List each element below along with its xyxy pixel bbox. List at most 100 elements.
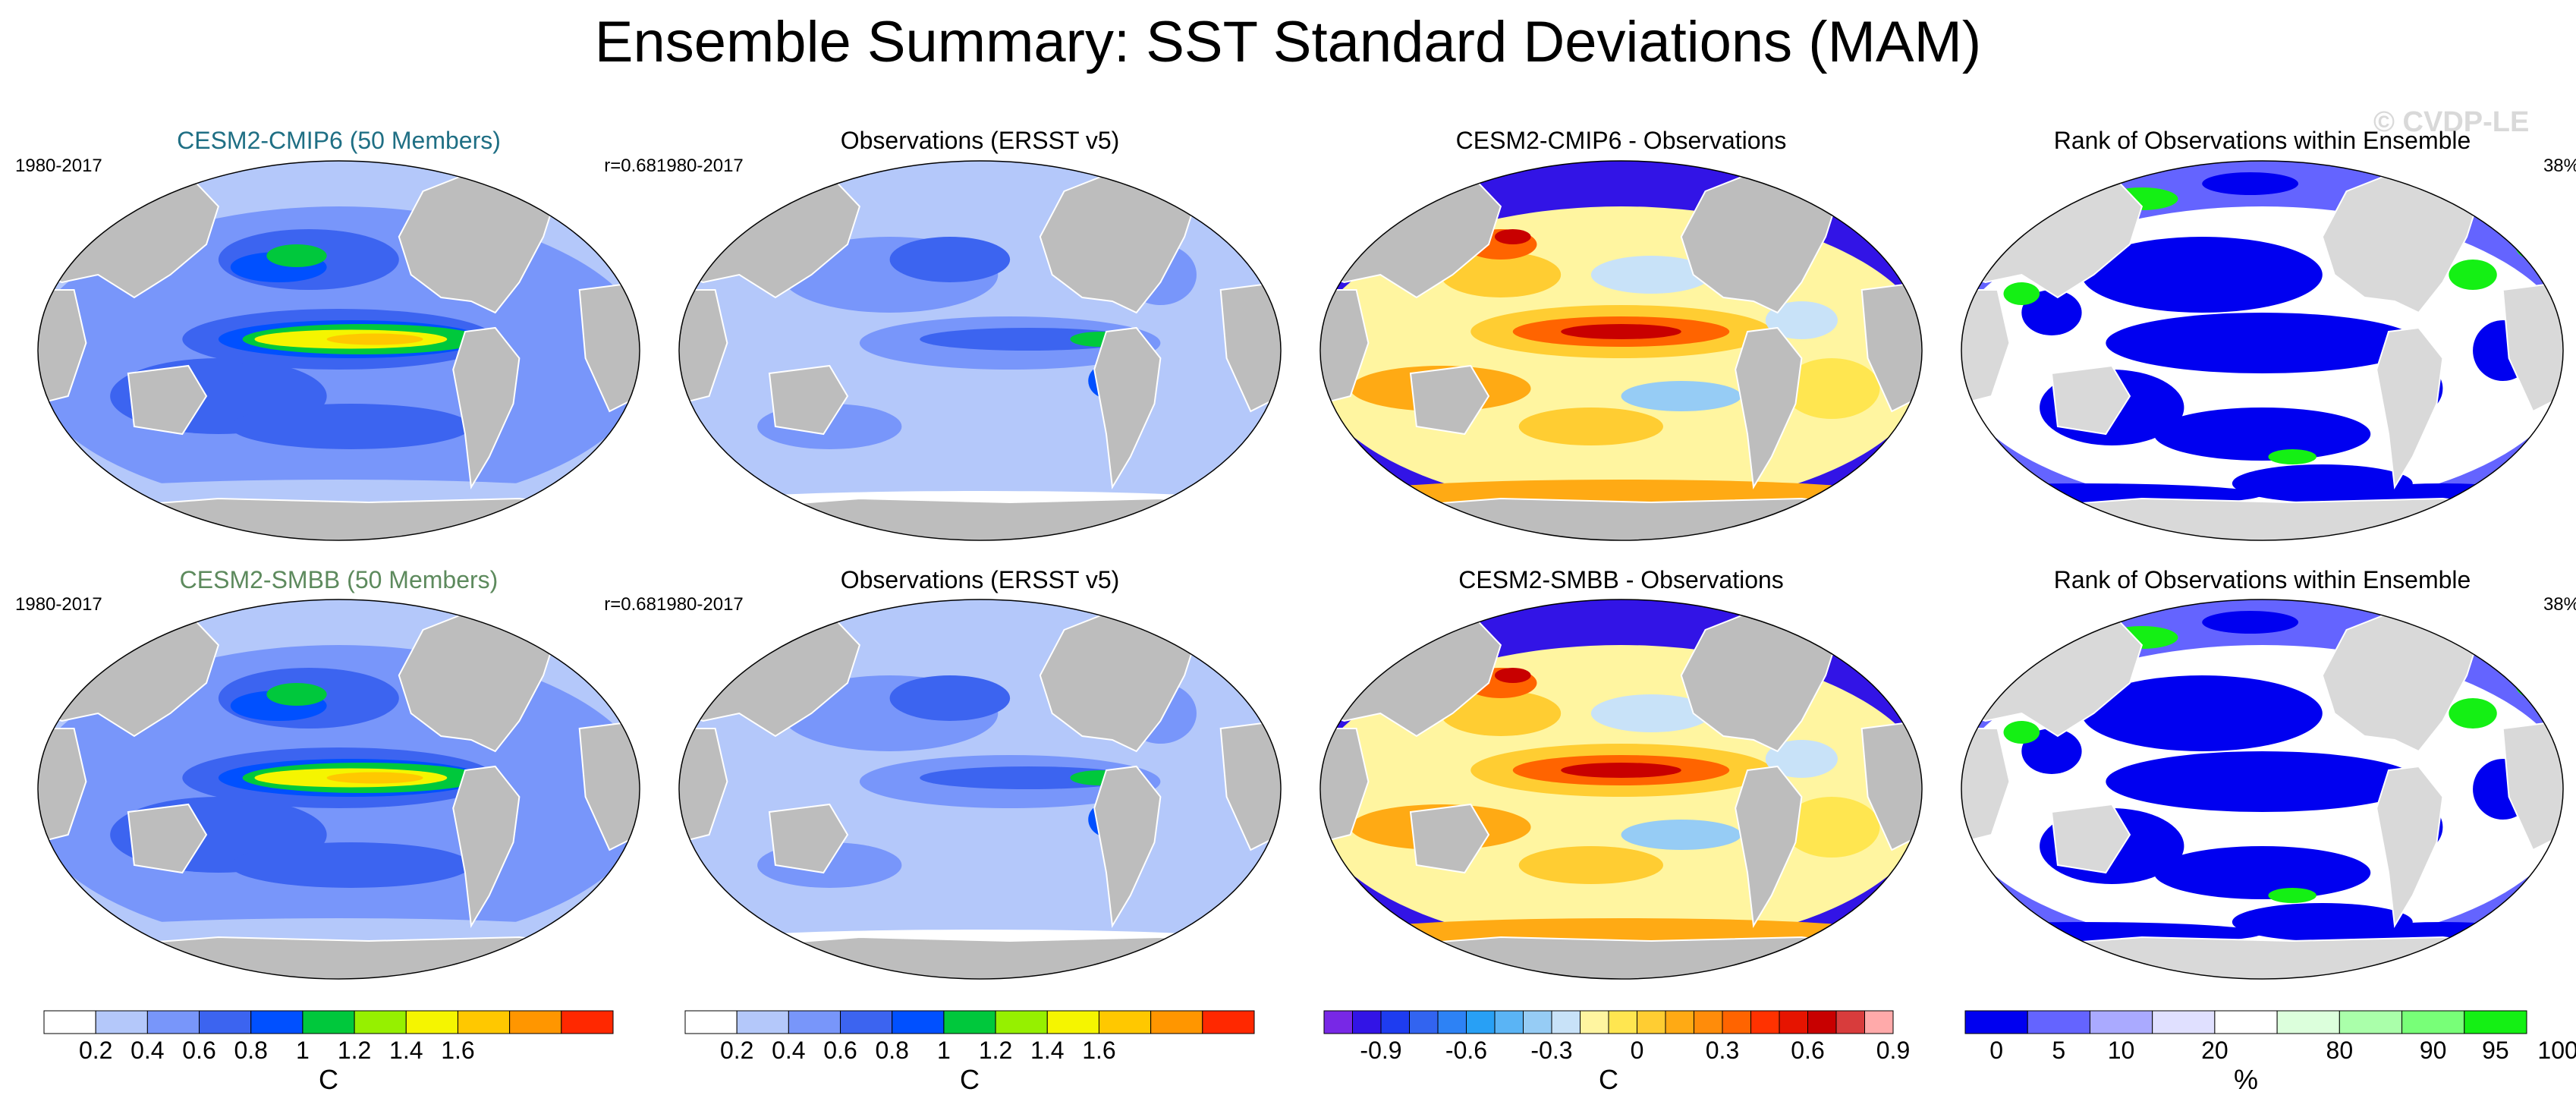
panel-title: CESM2-SMBB (50 Members) bbox=[180, 566, 499, 593]
colorbar-swatch bbox=[788, 1010, 841, 1034]
colorbar-tick-label: 1.4 bbox=[1030, 1037, 1064, 1064]
colorbars-group: 0.2 0.4 0.6 0.8 1 1.2 1.4 1.6 C 0.2 0.4 0.6 0.8 1 1.2 1… bbox=[43, 1010, 2576, 1095]
panel-title: Observations (ERSST v5) bbox=[841, 566, 1120, 593]
field-contour-12 bbox=[1783, 358, 1880, 419]
land-mass-2 bbox=[1093, 765, 1162, 929]
field-contour-14 bbox=[2515, 668, 2552, 698]
colorbar-swatch bbox=[95, 1010, 148, 1034]
field-contour-13 bbox=[1621, 381, 1742, 411]
land-mass-1 bbox=[1836, 606, 1887, 654]
map-outline bbox=[1961, 160, 2564, 541]
map-outline bbox=[37, 599, 640, 980]
field-contour-4 bbox=[2153, 846, 2371, 899]
field-contour-1 bbox=[2081, 237, 2323, 313]
map-outline bbox=[1961, 599, 2564, 980]
land-mass-4 bbox=[679, 728, 728, 844]
colorbar-swatch bbox=[2464, 1010, 2527, 1034]
field-contour-12 bbox=[326, 333, 423, 345]
field-contour-1 bbox=[1440, 691, 1562, 736]
field-contour-11 bbox=[2449, 260, 2497, 290]
colorbar-swatch bbox=[1964, 1010, 2028, 1034]
land-mass-1 bbox=[1836, 168, 1887, 216]
land-mass-7 bbox=[2050, 364, 2131, 436]
colorbar-tick-label: 0.6 bbox=[1791, 1037, 1824, 1064]
colorbar-swatch bbox=[1779, 1010, 1808, 1034]
colorbar-tick-label: 90 bbox=[2420, 1037, 2447, 1064]
colorbar-swatch bbox=[561, 1010, 614, 1034]
map-panel-3: CESM2-CMIP6 - Observations bbox=[1319, 127, 1923, 541]
colorbar-swatch bbox=[2339, 1010, 2403, 1034]
land-mass-4 bbox=[1961, 728, 2011, 844]
colorbar-tick-label: 0.6 bbox=[182, 1037, 215, 1064]
colorbar-swatch bbox=[995, 1010, 1048, 1034]
colorbar-2: 0.2 0.4 0.6 0.8 1 1.2 1.4 1.6 C bbox=[684, 1010, 1255, 1095]
map-outline bbox=[1319, 599, 1923, 980]
colorbar-swatch bbox=[1202, 1010, 1255, 1034]
field-contour-9 bbox=[1561, 324, 1681, 339]
colorbar-swatch bbox=[1150, 1010, 1203, 1034]
field-contour-5 bbox=[266, 683, 327, 706]
land-mass-0 bbox=[398, 609, 557, 753]
colorbar-tick-label: 5 bbox=[2052, 1037, 2065, 1064]
map-field-5 bbox=[38, 599, 640, 979]
land-mass-0 bbox=[1039, 171, 1198, 314]
colorbar-3: -0.9 -0.6 -0.3 0 0.3 0.6 0.9 C bbox=[1323, 1010, 1910, 1095]
map-field-3 bbox=[1320, 161, 1922, 540]
field-contour-4 bbox=[1590, 256, 1712, 294]
panel-title: CESM2-CMIP6 (50 Members) bbox=[177, 127, 501, 154]
land-mass-0 bbox=[1680, 171, 1839, 314]
colorbar-tick-label: 1.6 bbox=[1082, 1037, 1115, 1064]
colorbar-swatch bbox=[840, 1010, 893, 1034]
panel-title: Rank of Observations within Ensemble bbox=[2054, 566, 2471, 593]
map-field-1 bbox=[38, 161, 640, 540]
colorbar-swatch bbox=[1637, 1010, 1666, 1034]
panel-title: CESM2-SMBB - Observations bbox=[1458, 566, 1784, 593]
land-mass-8 bbox=[1961, 497, 2563, 540]
colorbar-tick-label: 1 bbox=[296, 1037, 310, 1064]
colorbar-tick-label: 0.8 bbox=[875, 1037, 908, 1064]
colorbar-swatch bbox=[457, 1010, 511, 1034]
colorbar-swatch bbox=[1494, 1010, 1524, 1034]
land-mass-1 bbox=[1195, 606, 1246, 654]
colorbar-tick-label: 1.6 bbox=[441, 1037, 474, 1064]
stat-label: 38% bbox=[2543, 594, 2576, 615]
colorbar-tick-label: 80 bbox=[2326, 1037, 2354, 1064]
land-mass-2 bbox=[2376, 326, 2444, 490]
field-contour-13 bbox=[2268, 888, 2317, 903]
land-mass-1 bbox=[2477, 168, 2528, 216]
colorbar-tick-label: 0.3 bbox=[1706, 1037, 1739, 1064]
land-mass-1 bbox=[1195, 168, 1246, 216]
land-mass-7 bbox=[1409, 364, 1490, 436]
land-mass-8 bbox=[1320, 936, 1922, 979]
land-mass-0 bbox=[2321, 171, 2480, 314]
field-contour-7 bbox=[2021, 729, 2082, 774]
field-contour-3 bbox=[1494, 668, 1531, 683]
colorbar-swatch bbox=[2276, 1010, 2340, 1034]
land-mass-0 bbox=[1680, 609, 1839, 753]
colorbar-tick-label: 0.6 bbox=[823, 1037, 857, 1064]
colorbar-swatch bbox=[1750, 1010, 1780, 1034]
colorbar-tick-label: 1.2 bbox=[338, 1037, 371, 1064]
colorbar-swatch bbox=[405, 1010, 458, 1034]
colorbar-swatch bbox=[2152, 1010, 2216, 1034]
field-contour-4 bbox=[2153, 408, 2371, 461]
colorbar-swatch bbox=[736, 1010, 789, 1034]
land-mass-4 bbox=[1961, 289, 2011, 405]
land-mass-2 bbox=[452, 326, 521, 490]
field-contour-9 bbox=[2202, 172, 2299, 195]
field-contour-1 bbox=[1440, 252, 1562, 297]
colorbar-swatch bbox=[354, 1010, 407, 1034]
map-outline bbox=[678, 599, 1282, 980]
field-contour-13 bbox=[2268, 449, 2317, 464]
colorbar-swatch bbox=[1437, 1010, 1467, 1034]
colorbar-swatch bbox=[1409, 1010, 1439, 1034]
land-mass-1 bbox=[554, 168, 605, 216]
colorbar-unit-label: C bbox=[319, 1064, 338, 1095]
field-contour-2 bbox=[2106, 751, 2419, 812]
colorbar-swatch bbox=[1694, 1010, 1723, 1034]
colorbar-tick-label: 0 bbox=[1631, 1037, 1644, 1064]
period-label: 1980-2017 bbox=[656, 594, 744, 615]
colorbar-tick-label: 1.4 bbox=[389, 1037, 423, 1064]
field-contour-13 bbox=[1621, 820, 1742, 850]
colorbar-swatch bbox=[1466, 1010, 1496, 1034]
